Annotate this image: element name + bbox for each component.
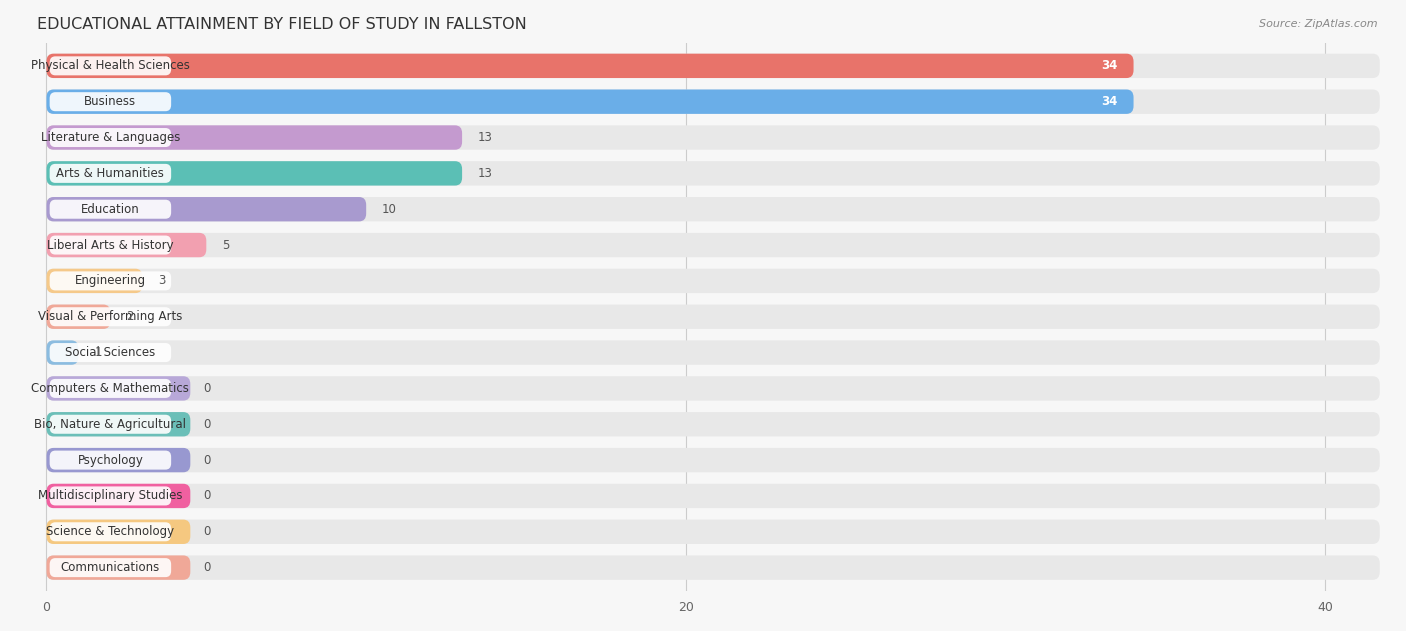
FancyBboxPatch shape <box>49 56 172 75</box>
Text: 0: 0 <box>202 561 211 574</box>
Text: Physical & Health Sciences: Physical & Health Sciences <box>31 59 190 73</box>
FancyBboxPatch shape <box>49 558 172 577</box>
FancyBboxPatch shape <box>49 379 172 398</box>
FancyBboxPatch shape <box>46 376 1379 401</box>
Text: 34: 34 <box>1101 59 1118 73</box>
Text: 10: 10 <box>382 203 396 216</box>
FancyBboxPatch shape <box>46 54 1379 78</box>
FancyBboxPatch shape <box>46 197 1379 221</box>
FancyBboxPatch shape <box>46 161 1379 186</box>
Text: Visual & Performing Arts: Visual & Performing Arts <box>38 310 183 323</box>
FancyBboxPatch shape <box>46 126 463 150</box>
Text: Liberal Arts & History: Liberal Arts & History <box>46 239 174 252</box>
FancyBboxPatch shape <box>46 484 1379 508</box>
FancyBboxPatch shape <box>46 340 79 365</box>
Text: 3: 3 <box>159 274 166 287</box>
Text: 13: 13 <box>478 131 494 144</box>
FancyBboxPatch shape <box>46 197 366 221</box>
FancyBboxPatch shape <box>49 199 172 219</box>
FancyBboxPatch shape <box>46 448 190 472</box>
Text: Arts & Humanities: Arts & Humanities <box>56 167 165 180</box>
Text: Multidisciplinary Studies: Multidisciplinary Studies <box>38 490 183 502</box>
FancyBboxPatch shape <box>46 269 1379 293</box>
Text: Source: ZipAtlas.com: Source: ZipAtlas.com <box>1260 19 1378 29</box>
FancyBboxPatch shape <box>49 128 172 147</box>
FancyBboxPatch shape <box>46 90 1379 114</box>
FancyBboxPatch shape <box>46 340 1379 365</box>
FancyBboxPatch shape <box>49 271 172 290</box>
Text: Business: Business <box>84 95 136 108</box>
FancyBboxPatch shape <box>46 90 1133 114</box>
Text: Computers & Mathematics: Computers & Mathematics <box>31 382 190 395</box>
FancyBboxPatch shape <box>49 487 172 505</box>
FancyBboxPatch shape <box>46 555 190 580</box>
FancyBboxPatch shape <box>46 233 1379 257</box>
FancyBboxPatch shape <box>49 164 172 183</box>
Text: 13: 13 <box>478 167 494 180</box>
FancyBboxPatch shape <box>46 233 207 257</box>
FancyBboxPatch shape <box>46 54 1133 78</box>
FancyBboxPatch shape <box>46 126 1379 150</box>
FancyBboxPatch shape <box>46 519 1379 544</box>
FancyBboxPatch shape <box>46 412 1379 437</box>
FancyBboxPatch shape <box>46 376 190 401</box>
FancyBboxPatch shape <box>49 235 172 254</box>
FancyBboxPatch shape <box>46 555 1379 580</box>
Text: 5: 5 <box>222 239 229 252</box>
FancyBboxPatch shape <box>46 448 1379 472</box>
FancyBboxPatch shape <box>46 305 111 329</box>
FancyBboxPatch shape <box>46 519 190 544</box>
Text: Literature & Languages: Literature & Languages <box>41 131 180 144</box>
Text: Engineering: Engineering <box>75 274 146 287</box>
Text: Social Sciences: Social Sciences <box>65 346 156 359</box>
FancyBboxPatch shape <box>46 269 142 293</box>
Text: 0: 0 <box>202 382 211 395</box>
Text: 1: 1 <box>94 346 101 359</box>
Text: Education: Education <box>82 203 139 216</box>
FancyBboxPatch shape <box>49 92 172 111</box>
Text: 0: 0 <box>202 418 211 431</box>
FancyBboxPatch shape <box>49 307 172 326</box>
Text: Psychology: Psychology <box>77 454 143 466</box>
Text: 0: 0 <box>202 525 211 538</box>
FancyBboxPatch shape <box>46 484 190 508</box>
Text: 2: 2 <box>127 310 134 323</box>
FancyBboxPatch shape <box>49 451 172 469</box>
FancyBboxPatch shape <box>49 415 172 433</box>
Text: 34: 34 <box>1101 95 1118 108</box>
Text: EDUCATIONAL ATTAINMENT BY FIELD OF STUDY IN FALLSTON: EDUCATIONAL ATTAINMENT BY FIELD OF STUDY… <box>37 16 527 32</box>
Text: Bio, Nature & Agricultural: Bio, Nature & Agricultural <box>34 418 187 431</box>
FancyBboxPatch shape <box>46 161 463 186</box>
Text: 0: 0 <box>202 454 211 466</box>
FancyBboxPatch shape <box>49 522 172 541</box>
Text: Communications: Communications <box>60 561 160 574</box>
FancyBboxPatch shape <box>46 305 1379 329</box>
FancyBboxPatch shape <box>49 343 172 362</box>
Text: 0: 0 <box>202 490 211 502</box>
Text: Science & Technology: Science & Technology <box>46 525 174 538</box>
FancyBboxPatch shape <box>46 412 190 437</box>
